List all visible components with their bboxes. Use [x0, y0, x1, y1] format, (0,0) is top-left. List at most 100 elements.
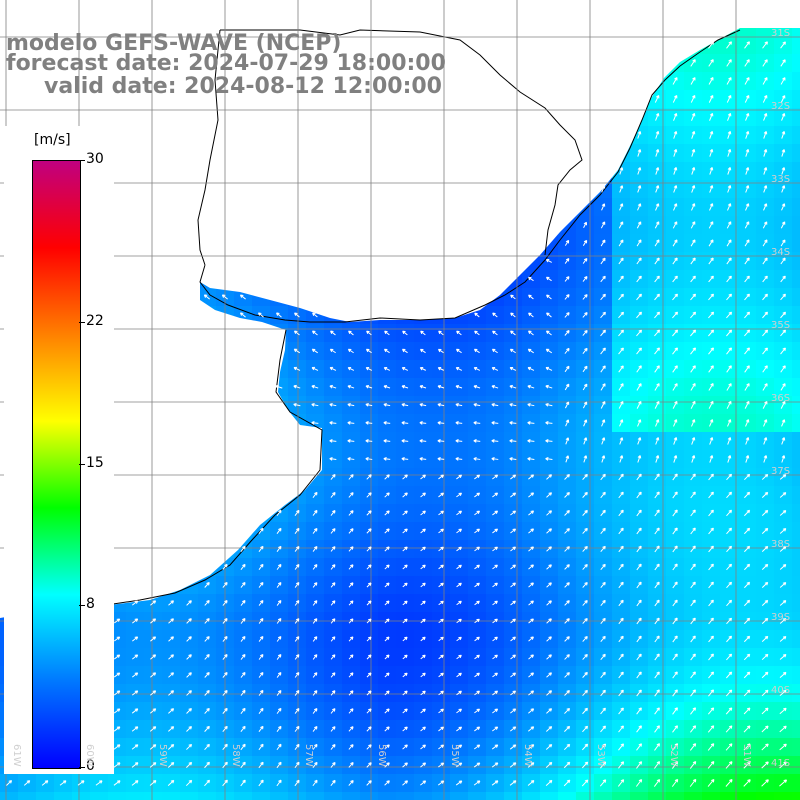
wind-speed-cell: [162, 666, 181, 685]
wind-speed-cell: [252, 576, 271, 595]
wind-arrow: [619, 419, 624, 427]
wind-arrow: [761, 707, 769, 715]
wind-speed-cell: [720, 432, 739, 451]
wind-speed-cell: [702, 72, 721, 91]
wind-speed-cell: [756, 108, 775, 127]
wind-arrow: [402, 744, 408, 750]
wind-arrow: [691, 203, 696, 211]
wind-speed-cell: [198, 666, 217, 685]
wind-arrow: [745, 167, 750, 175]
wind-arrow: [510, 618, 516, 624]
wind-arrow: [726, 329, 733, 337]
wind-arrow: [384, 600, 390, 606]
wind-arrow: [780, 365, 786, 373]
wind-speed-cell: [702, 504, 721, 523]
wind-arrow: [222, 600, 228, 606]
wind-speed-cell: [396, 720, 415, 739]
wind-arrow: [294, 779, 300, 787]
wind-arrow: [655, 167, 660, 175]
wind-speed-cell: [288, 792, 307, 800]
wind-arrow: [744, 545, 751, 553]
wind-speed-cell: [630, 252, 649, 271]
wind-arrow: [727, 437, 732, 445]
wind-speed-cell: [576, 504, 595, 523]
wind-arrow: [761, 779, 769, 787]
wind-speed-cell: [342, 792, 361, 800]
longitude-label: 60W: [84, 744, 95, 767]
wind-arrow: [546, 294, 552, 300]
wind-speed-cell: [612, 180, 631, 199]
wind-speed-cell: [468, 792, 487, 800]
wind-speed-cell: [288, 702, 307, 721]
wind-arrow: [366, 636, 372, 642]
wind-speed-cell: [684, 594, 703, 613]
wind-arrow: [726, 509, 733, 517]
wind-arrow: [708, 599, 714, 607]
wind-speed-cell: [504, 576, 523, 595]
wind-speed-cell: [738, 216, 757, 235]
wind-arrow: [312, 546, 318, 552]
wind-arrow: [509, 457, 517, 461]
wind-speed-cell: [558, 468, 577, 487]
wind-speed-cell: [270, 648, 289, 667]
wind-arrow: [780, 221, 786, 229]
wind-arrow: [781, 113, 786, 121]
wind-arrow: [708, 293, 715, 301]
wind-arrow: [618, 545, 624, 553]
wind-speed-cell: [792, 360, 800, 379]
wind-speed-cell: [162, 774, 181, 793]
wind-arrow: [636, 527, 642, 535]
wind-speed-cell: [342, 774, 361, 793]
wind-arrow: [761, 527, 769, 534]
wind-speed-cell: [432, 738, 451, 757]
wind-arrow: [743, 761, 751, 769]
wind-arrow: [455, 348, 462, 354]
wind-speed-cell: [306, 522, 325, 541]
wind-arrow: [636, 383, 642, 391]
wind-speed-cell: [558, 342, 577, 361]
wind-arrow: [294, 707, 300, 714]
wind-speed-cell: [720, 72, 739, 91]
wind-arrow: [510, 546, 516, 552]
wind-arrow: [708, 41, 714, 49]
wind-arrow: [491, 402, 499, 407]
wind-arrow: [654, 509, 660, 517]
wind-arrow: [365, 402, 373, 407]
wind-speed-cell: [342, 648, 361, 667]
wind-arrow: [582, 491, 588, 498]
wind-speed-cell: [360, 486, 379, 505]
wind-speed-cell: [576, 450, 595, 469]
wind-speed-cell: [486, 612, 505, 631]
wind-speed-cell: [774, 90, 793, 109]
wind-arrow: [600, 545, 606, 553]
colorbar-tick-mark: [79, 605, 85, 607]
wind-speed-cell: [558, 612, 577, 631]
wind-arrow: [437, 439, 445, 443]
wind-arrow: [564, 492, 570, 498]
wind-speed-cell: [270, 594, 289, 613]
latitude-label: 40S: [771, 685, 791, 696]
wind-arrow: [383, 366, 391, 371]
wind-arrow: [330, 690, 336, 696]
wind-speed-cell: [180, 792, 199, 800]
wind-arrow: [150, 636, 157, 642]
wind-arrow: [744, 95, 750, 103]
wind-arrow: [672, 365, 678, 373]
wind-speed-cell: [738, 126, 757, 145]
wind-speed-cell: [594, 396, 613, 415]
wind-arrow: [582, 725, 589, 733]
wind-speed-cell: [756, 414, 775, 433]
wind-arrow: [761, 617, 769, 624]
wind-speed-cell: [648, 630, 667, 649]
wind-speed-cell: [756, 90, 775, 109]
wind-speed-cell: [684, 540, 703, 559]
wind-arrow: [330, 330, 336, 336]
wind-speed-cell: [648, 666, 667, 685]
wind-speed-cell: [234, 630, 253, 649]
wind-arrow: [276, 707, 282, 714]
wind-speed-cell: [378, 594, 397, 613]
wind-speed-cell: [630, 450, 649, 469]
wind-arrow: [763, 437, 768, 445]
wind-speed-cell: [720, 306, 739, 325]
wind-speed-cell: [792, 738, 800, 757]
